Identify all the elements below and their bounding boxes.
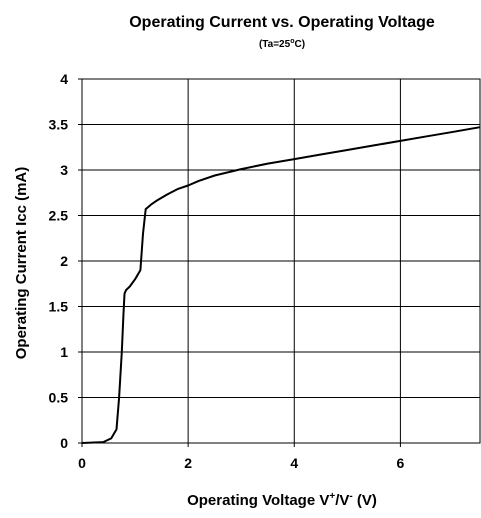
x-axis-label-part1: Operating Voltage V	[187, 492, 329, 509]
y-tick-label: 1.5	[49, 299, 69, 315]
y-tick-label: 1	[60, 344, 68, 360]
y-axis-label: Operating Current Icc (mA)	[13, 167, 30, 360]
y-tick-label: 3.5	[49, 117, 69, 133]
x-axis-label-sup: +	[329, 491, 335, 502]
chart-title: Operating Current vs. Operating Voltage	[129, 14, 435, 31]
x-axis-label-sup2: -	[349, 491, 352, 502]
series-line-0	[81, 126, 481, 444]
series-group	[81, 126, 481, 444]
y-tick-label: 0.5	[49, 390, 69, 406]
x-axis-label-part3: (V)	[353, 492, 377, 509]
ticks: 0 0.5 1 1.5 2 2.5 3 3.5 4 0 2 4 6	[49, 71, 405, 471]
x-tick-label: 4	[290, 455, 298, 471]
subtitle-main: (Ta=25	[259, 39, 291, 50]
x-axis-label-part2: /V	[335, 492, 349, 509]
y-tick-label: 0	[60, 435, 68, 451]
x-axis-label: Operating Voltage V+/V- (V)	[187, 491, 377, 509]
x-tick-label: 6	[397, 455, 405, 471]
grid	[82, 79, 480, 443]
y-tick-label: 4	[60, 71, 68, 87]
subtitle-tail: C)	[294, 39, 305, 50]
x-tick-label: 2	[184, 455, 192, 471]
subtitle-sup: o	[290, 38, 294, 45]
y-tick-label: 2	[60, 253, 68, 269]
y-tick-label: 2.5	[49, 208, 69, 224]
y-tick-label: 3	[60, 162, 68, 178]
x-tick-label: 0	[78, 455, 86, 471]
chart-subtitle: (Ta=25oC)	[259, 38, 305, 50]
